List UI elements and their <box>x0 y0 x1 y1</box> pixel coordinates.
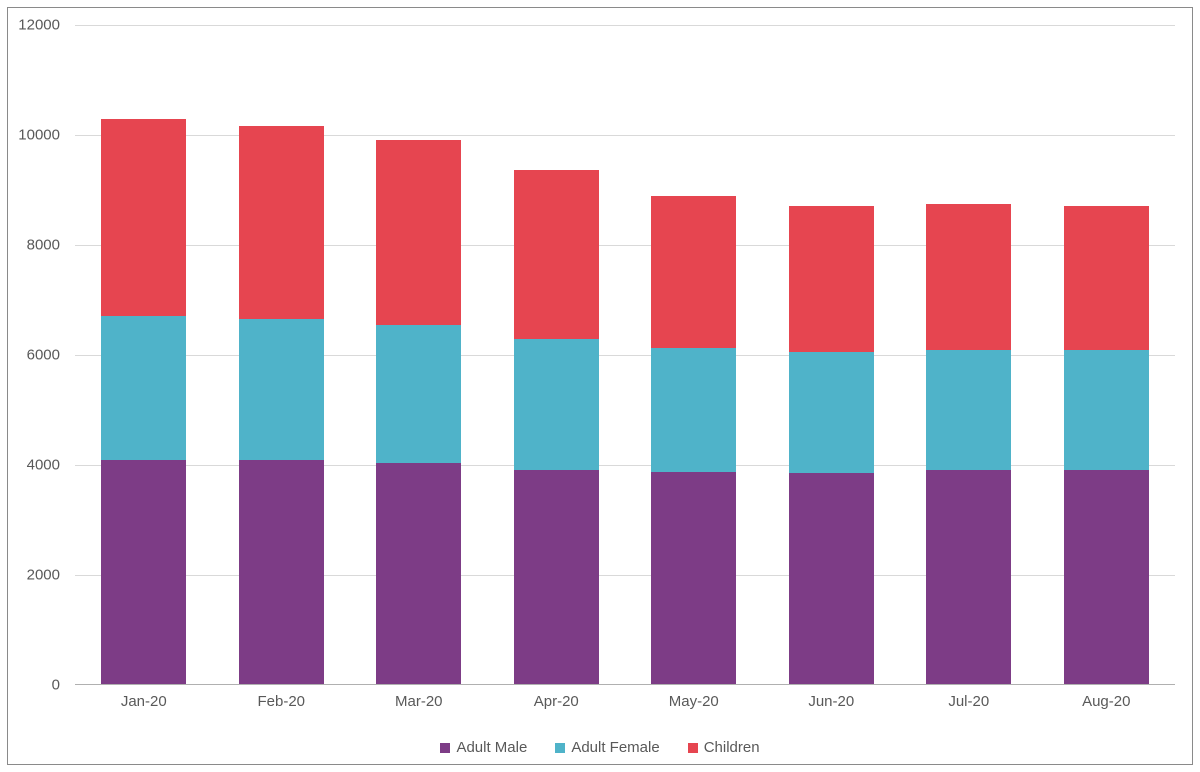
x-tick-label: Mar-20 <box>395 693 443 710</box>
bar-group <box>789 206 874 684</box>
bar-segment <box>514 339 599 469</box>
x-tick-label: Aug-20 <box>1082 693 1130 710</box>
y-tick-label: 0 <box>52 677 60 694</box>
bar-segment <box>101 460 186 684</box>
y-tick-label: 6000 <box>27 347 60 364</box>
legend-label: Adult Male <box>456 739 527 756</box>
bar-segment <box>651 196 736 348</box>
x-tick-label: Apr-20 <box>534 693 579 710</box>
bar-segment <box>514 170 599 339</box>
x-tick-label: Jan-20 <box>121 693 167 710</box>
bar-group <box>514 170 599 684</box>
y-tick-label: 10000 <box>18 127 60 144</box>
chart-container: 0 2000 4000 6000 8000 10000 12000 Jan-20 Feb-20… <box>0 0 1200 772</box>
legend-item: Adult Male <box>440 739 527 756</box>
bar-group <box>926 204 1011 684</box>
bar-segment <box>926 204 1011 349</box>
bar-segment <box>1064 470 1149 685</box>
bar-segment <box>789 206 874 352</box>
y-axis: 020004000600080001000012000 <box>0 25 70 685</box>
legend-label: Adult Female <box>571 739 659 756</box>
legend-item: Adult Female <box>555 739 659 756</box>
plot-area <box>75 25 1175 685</box>
bar-segment <box>789 352 874 474</box>
legend: Adult Male Adult Female Children <box>0 739 1200 756</box>
legend-swatch <box>555 743 565 753</box>
legend-item: Children <box>688 739 760 756</box>
bar-segment <box>239 126 324 319</box>
bar-group <box>376 140 461 684</box>
bar-group <box>101 119 186 684</box>
bar-group <box>1064 206 1149 684</box>
y-tick-label: 12000 <box>18 17 60 34</box>
bar-segment <box>651 472 736 684</box>
bar-segment <box>1064 206 1149 350</box>
legend-swatch <box>440 743 450 753</box>
x-tick-label: Jul-20 <box>948 693 989 710</box>
legend-label: Children <box>704 739 760 756</box>
bar-segment <box>926 350 1011 470</box>
bar-segment <box>239 460 324 684</box>
y-tick-label: 8000 <box>27 237 60 254</box>
y-tick-label: 4000 <box>27 457 60 474</box>
bar-segment <box>789 473 874 684</box>
bar-segment <box>376 325 461 464</box>
bar-segment <box>101 119 186 316</box>
bar-segment <box>376 463 461 684</box>
gridline <box>75 25 1175 26</box>
x-tick-label: Feb-20 <box>257 693 305 710</box>
bar-segment <box>1064 350 1149 470</box>
x-tick-label: May-20 <box>669 693 719 710</box>
bar-group <box>651 196 736 684</box>
x-tick-label: Jun-20 <box>808 693 854 710</box>
bar-segment <box>651 348 736 472</box>
bar-segment <box>514 470 599 685</box>
bar-segment <box>926 470 1011 684</box>
y-tick-label: 2000 <box>27 567 60 584</box>
bar-segment <box>376 140 461 325</box>
x-axis: Jan-20 Feb-20 Mar-20 Apr-20 May-20 Jun-20 Jul-… <box>75 685 1175 715</box>
bar-segment <box>101 316 186 460</box>
legend-swatch <box>688 743 698 753</box>
bar-segment <box>239 319 324 460</box>
bar-group <box>239 126 324 684</box>
